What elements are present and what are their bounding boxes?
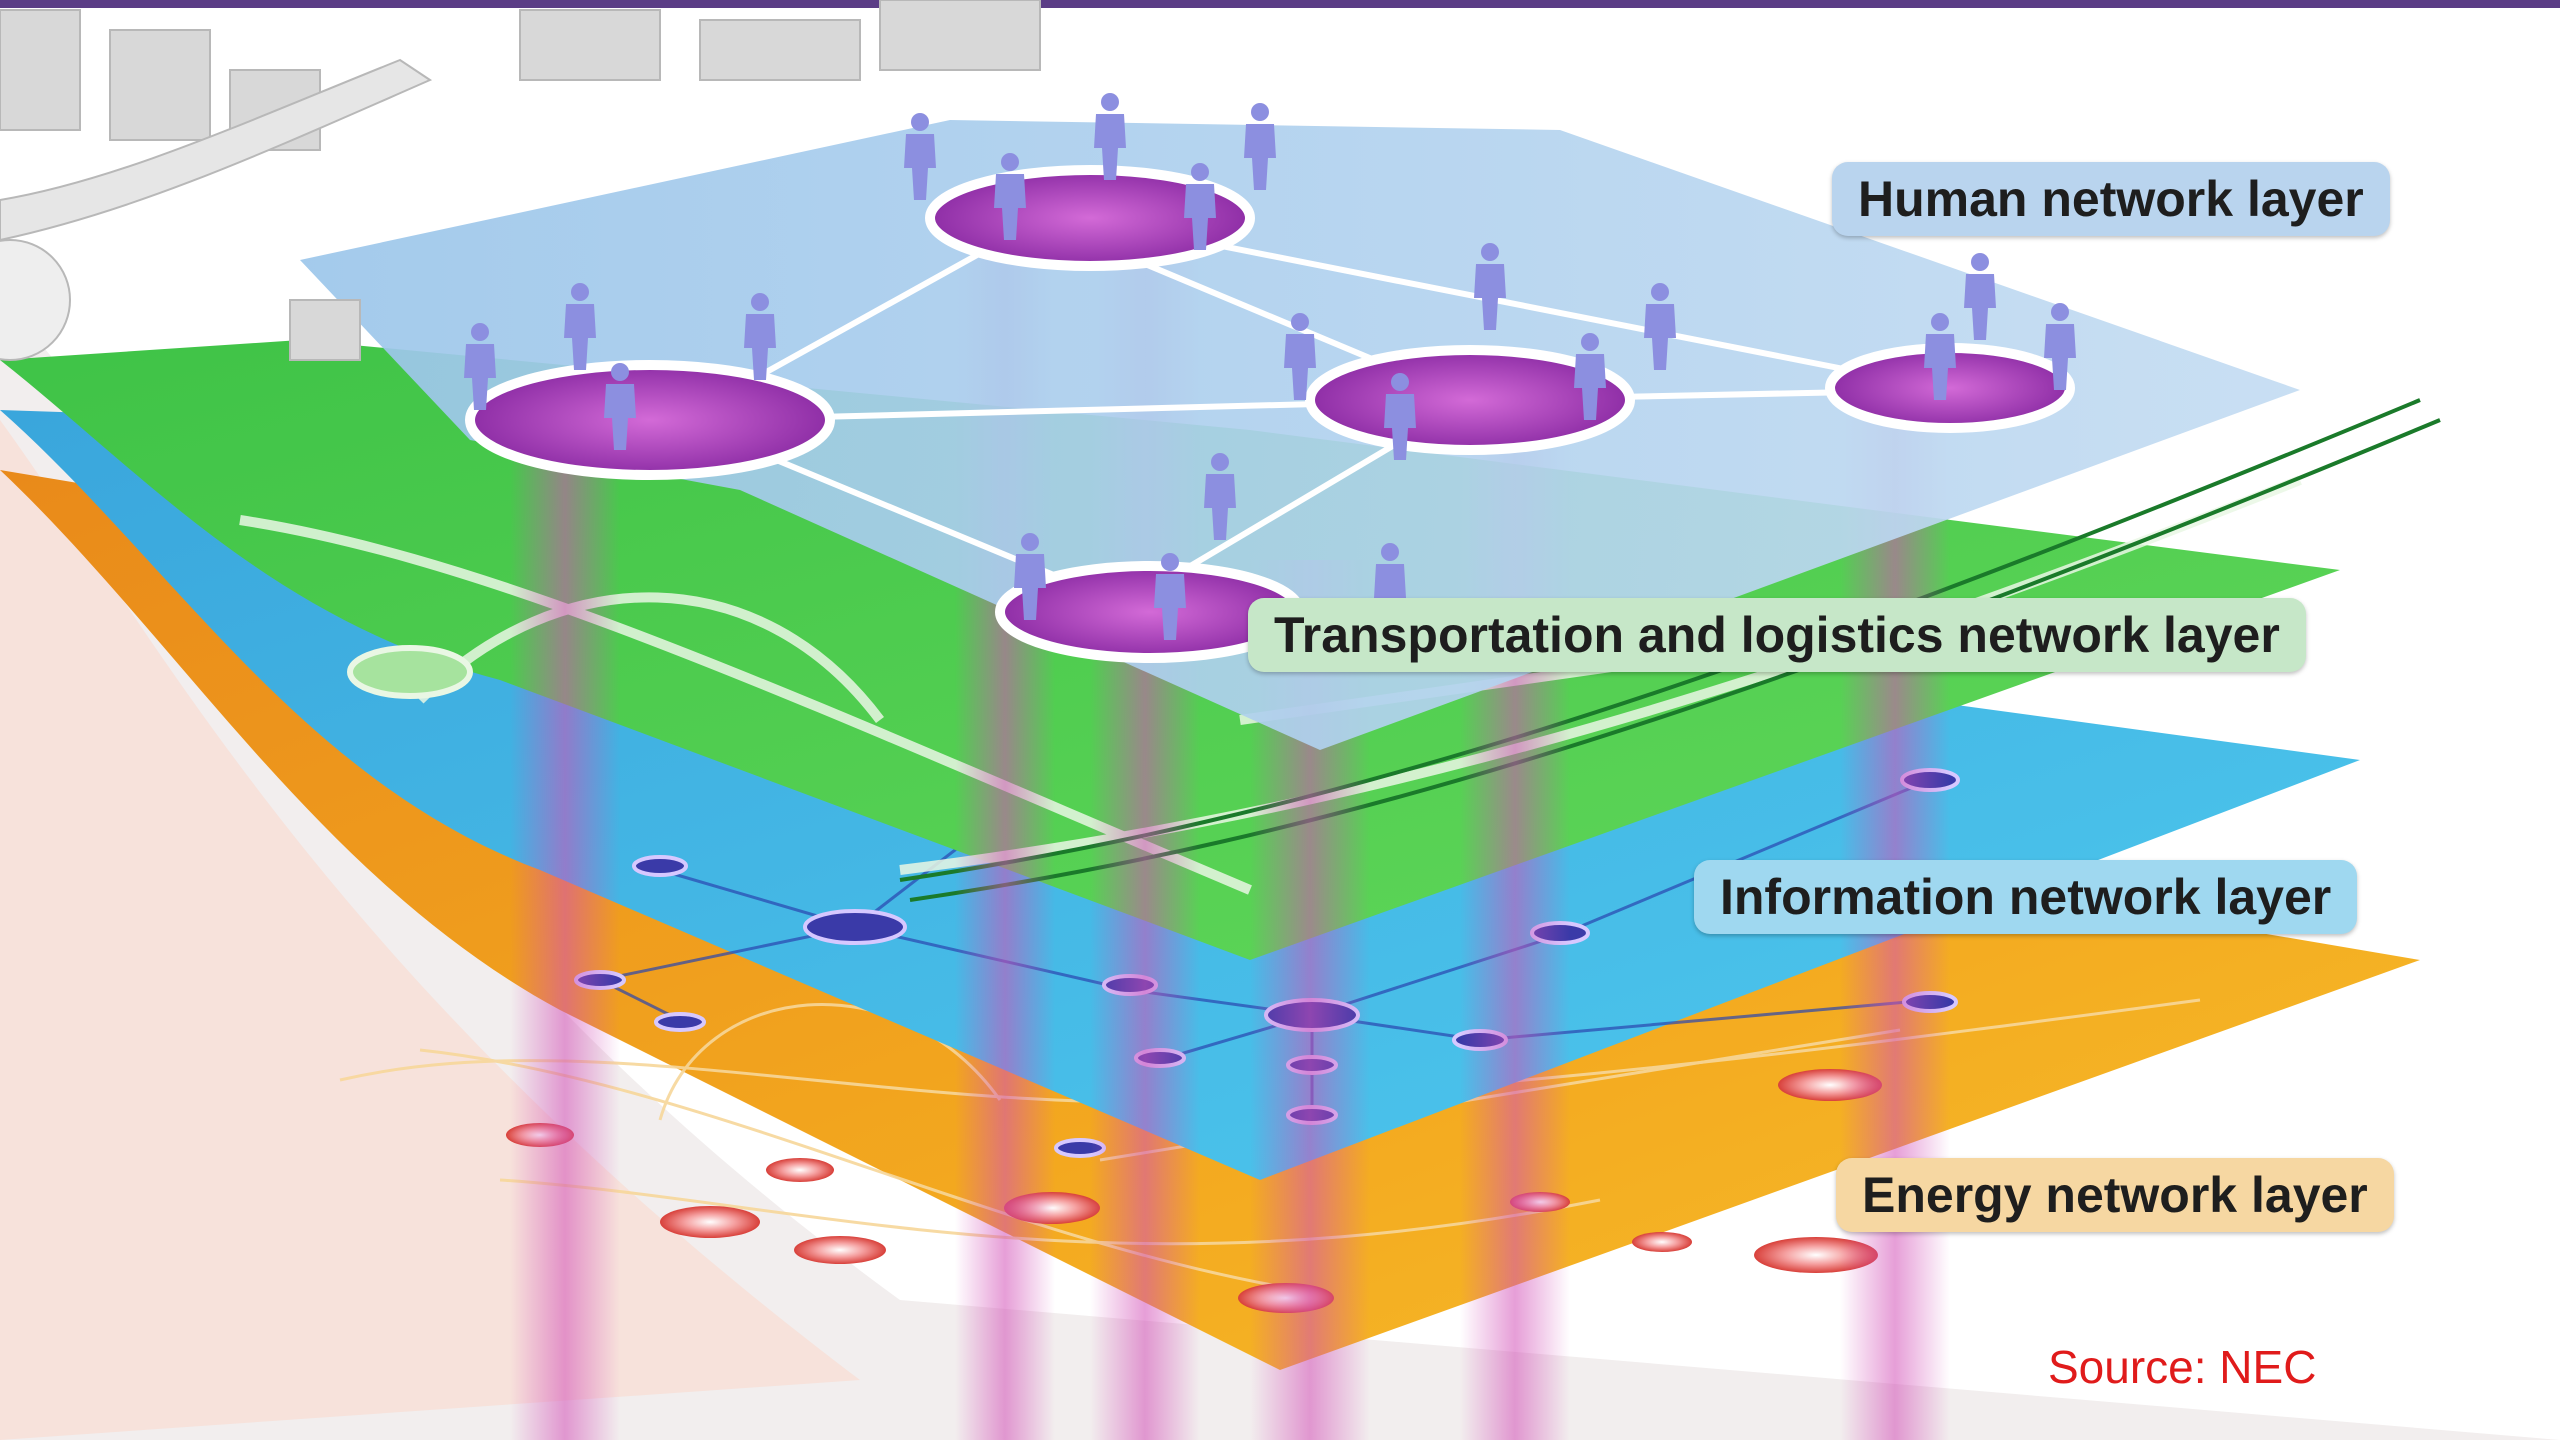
information-network-layer-label: Information network layer <box>1694 860 2358 934</box>
human-network-layer-label: Human network layer <box>1832 162 2390 236</box>
transportation-network-layer-label: Transportation and logistics network lay… <box>1248 598 2306 672</box>
top-accent-bar <box>0 0 2560 8</box>
human-network-layer <box>300 93 2300 750</box>
city-buildings-illustration <box>0 0 1041 361</box>
source-credit: Source: NEC <box>2048 1341 2317 1393</box>
energy-network-layer-label: Energy network layer <box>1836 1158 2394 1232</box>
human-hubs <box>465 165 2075 663</box>
